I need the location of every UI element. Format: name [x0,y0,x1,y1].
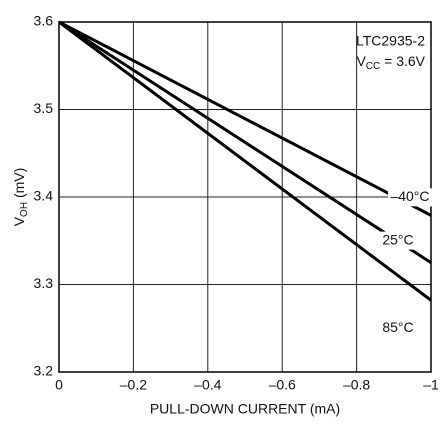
x-tick-label: –0.4 [194,377,221,393]
vcc-rest: = 3.6V [380,53,425,69]
vcc-sub: CC [366,61,380,72]
x-tick-label: 0 [55,377,63,393]
series-label: –40°C [390,188,429,204]
series-line [58,20,432,302]
y-tick-label: 3.2 [34,363,54,379]
y-axis-label: VOH (mV) [11,168,30,227]
series-label-bg [376,319,420,338]
series-label: 85°C [382,319,413,335]
y-label-sub: OH [19,202,30,217]
annotation-vcc: VCC = 3.6V [356,53,425,72]
series-line [58,20,432,217]
y-label-main: V [11,216,27,226]
y-tick-label: 3.4 [34,188,54,204]
x-axis-label: PULL-DOWN CURRENT (mA) [150,401,340,417]
y-tick-label: 3.3 [34,275,54,291]
x-tick-label: –0.6 [269,377,296,393]
x-tick-label: –0.2 [120,377,147,393]
series-label-bg [388,188,432,207]
y-tick-label: 3.5 [34,100,54,116]
series-label-bg [376,231,420,250]
series-label: 25°C [382,231,413,247]
y-tick-label: 3.6 [34,13,54,29]
vcc-main: V [356,53,366,69]
x-tick-label: –1 [423,377,439,393]
annotation: LTC2935-2 [356,33,425,49]
y-label-rest: (mV) [11,168,27,202]
series-line [58,20,432,264]
y-axis-label-text: VOH (mV) [11,168,30,227]
x-tick-label: –0.8 [343,377,370,393]
